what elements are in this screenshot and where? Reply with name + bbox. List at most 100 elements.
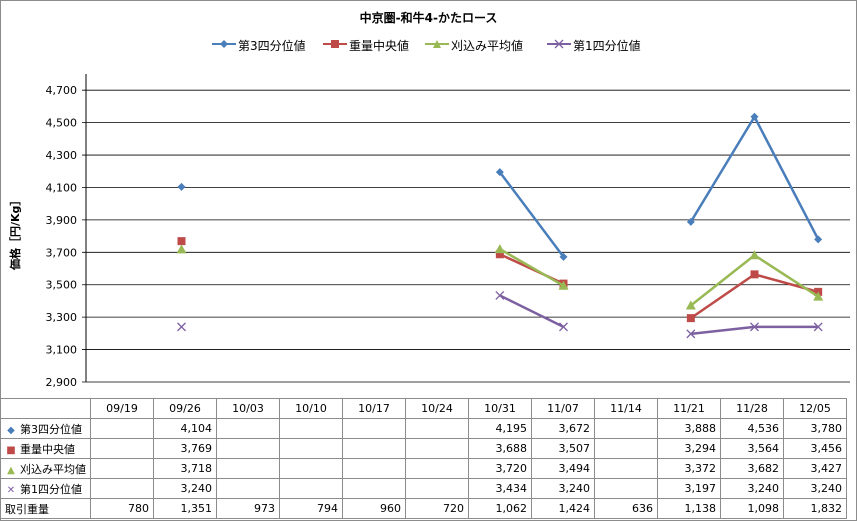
data-label [90, 418, 154, 439]
data-label: 3,372 [657, 458, 721, 479]
data-label: 3,672 [531, 418, 595, 439]
data-label: 3,240 [783, 478, 847, 499]
x-tick-label: 11/07 [531, 398, 595, 419]
data-label [342, 478, 406, 499]
data-label [216, 478, 280, 499]
legend-marker-q3 [212, 40, 236, 48]
y-tick-label: 4,500 [46, 117, 78, 130]
table-row-label: 第3四分位値 [20, 422, 82, 436]
data-label: 3,294 [657, 438, 721, 459]
table-marker-icon: ■ [6, 444, 16, 456]
table-marker-icon: ▲ [7, 464, 15, 476]
x-tick-label: 11/28 [720, 398, 784, 419]
y-tick-label: 3,100 [46, 344, 78, 357]
data-label: 3,434 [468, 478, 532, 499]
data-label: 3,240 [531, 478, 595, 499]
table-row: ✕ 第1四分位値 3,240 3,434 3,240 3,197 3,240 3,240 [0, 478, 847, 499]
data-label: 3,494 [531, 458, 595, 479]
data-point-1-9 [686, 314, 695, 323]
table-row-label: 重量中央値 [20, 442, 75, 456]
data-label: 4,536 [720, 418, 784, 439]
y-tick-label: 4,700 [46, 84, 78, 97]
series-line-3 [499, 294, 565, 329]
x-tick-label: 10/03 [216, 398, 280, 419]
data-label [90, 478, 154, 499]
data-label [216, 458, 280, 479]
legend-label-median: 重量中央値 [349, 39, 410, 53]
data-point-2-10 [749, 250, 760, 260]
data-label: 1,098 [720, 498, 784, 519]
data-label [405, 458, 469, 479]
data-label: 3,197 [657, 478, 721, 499]
data-label: 3,240 [720, 478, 784, 499]
table-marker-icon: ✕ [6, 484, 16, 496]
data-label: 973 [216, 498, 280, 519]
data-point-2-11 [813, 291, 824, 301]
y-tick-label: 4,100 [46, 181, 78, 194]
y-tick-label: 3,300 [46, 311, 78, 324]
data-point-2-9 [685, 300, 696, 310]
data-label [405, 478, 469, 499]
data-point-1-6 [495, 250, 504, 259]
legend: 第3四分位値 重量中央値 刈込み平均値 第1四分位値 [0, 36, 857, 54]
data-label: 3,769 [153, 438, 217, 459]
data-label [594, 418, 658, 439]
data-label [279, 438, 343, 459]
table-marker-icon: ◆ [7, 424, 15, 436]
y-tick-label: 3,900 [46, 214, 78, 227]
series-line-2 [690, 253, 819, 307]
x-tick-label: 12/05 [783, 398, 847, 419]
data-label [405, 438, 469, 459]
data-point-3-7 [559, 322, 568, 332]
data-point-0-11 [814, 235, 823, 244]
legend-label-q1: 第1四分位値 [573, 39, 641, 53]
data-label: 794 [279, 498, 343, 519]
data-point-3-10 [750, 322, 759, 332]
data-point-0-10 [750, 112, 759, 121]
data-label [405, 418, 469, 439]
data-point-2-7 [558, 280, 569, 290]
data-label: 3,720 [468, 458, 532, 479]
data-label [216, 438, 280, 459]
data-label: 3,456 [783, 438, 847, 459]
data-label [594, 478, 658, 499]
data-label [216, 418, 280, 439]
x-tick-label: 09/26 [153, 398, 217, 419]
data-label [90, 458, 154, 479]
data-label: 1,138 [657, 498, 721, 519]
table-row-header: ◆ 第3四分位値 [0, 418, 91, 439]
data-label: 720 [405, 498, 469, 519]
y-tick-label: 2,900 [46, 376, 78, 389]
series-line-0 [498, 171, 565, 258]
data-label: 780 [90, 498, 154, 519]
table-row: 取引重量 780 1,351 973 794 960 720 1,062 1,424 636 1,1… [0, 498, 847, 519]
table-row-label: 第1四分位値 [20, 482, 82, 496]
legend-label-trimmed: 刈込み平均値 [451, 39, 524, 53]
data-label: 3,507 [531, 438, 595, 459]
series-line-2 [499, 247, 565, 287]
data-point-3-9 [686, 329, 696, 339]
x-tick-label: 11/14 [594, 398, 658, 419]
data-label: 1,351 [153, 498, 217, 519]
data-point-3-11 [813, 322, 823, 332]
data-label [279, 418, 343, 439]
data-label [90, 438, 154, 459]
data-table: 09/19 09/26 10/03 10/10 10/17 10/24 10/31 11/07… [0, 398, 847, 519]
data-label [594, 458, 658, 479]
series-line-0 [689, 114, 820, 240]
data-label: 1,832 [783, 498, 847, 519]
data-point-1-10 [750, 270, 759, 279]
data-label: 1,062 [468, 498, 532, 519]
series-line-3 [690, 325, 819, 336]
data-label [342, 438, 406, 459]
legend-marker-trimmed [425, 40, 449, 48]
data-label: 3,682 [720, 458, 784, 479]
x-tick-label: 10/10 [279, 398, 343, 419]
table-row-header: ■ 重量中央値 [0, 438, 91, 459]
x-tick-label: 10/31 [468, 398, 532, 419]
y-tick-label: 3,700 [46, 246, 78, 259]
data-label: 3,564 [720, 438, 784, 459]
data-point-0-1 [177, 182, 186, 191]
data-label [342, 418, 406, 439]
x-tick-label: 11/21 [657, 398, 721, 419]
